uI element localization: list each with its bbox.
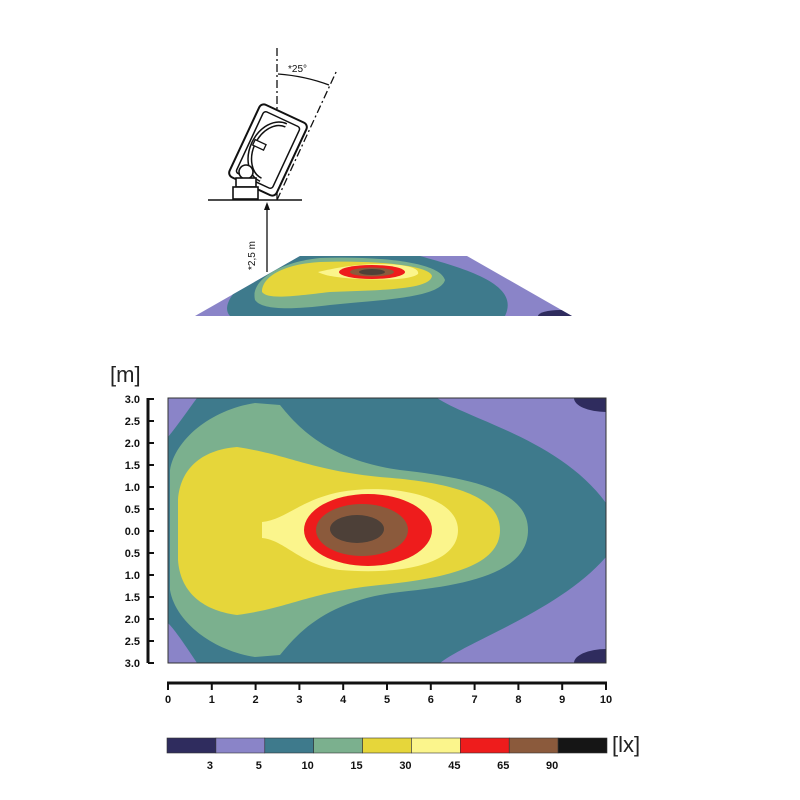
y-tick-label: 0.0 <box>125 526 140 538</box>
x-tick-label: 5 <box>384 694 390 706</box>
legend-threshold-label: 3 <box>207 760 213 772</box>
legend-threshold-label: 10 <box>302 760 314 772</box>
legend-swatch <box>362 737 412 754</box>
level-below-3-top <box>574 398 606 412</box>
x-tick-label: 4 <box>340 694 347 706</box>
legend-swatch <box>508 737 559 754</box>
x-axis: 0 1 2 3 4 5 6 7 8 9 10 <box>165 681 612 706</box>
y-tick-label: 1.5 <box>125 592 140 604</box>
x-tick-label: 3 <box>296 694 302 706</box>
legend-swatch <box>264 737 314 754</box>
legend-threshold-label: 5 <box>256 760 262 772</box>
legend-swatch <box>460 737 510 754</box>
lamp-illustration: *25° *2,5 m <box>208 48 338 272</box>
color-legend: [lx] 3 5 10 15 30 45 65 90 <box>166 732 640 772</box>
legend-threshold-label: 30 <box>399 760 411 772</box>
y-tick-label: 0.5 <box>125 504 140 516</box>
lamp-base <box>232 186 259 200</box>
y-tick-label: 3.0 <box>125 658 140 670</box>
level-below-3-bottom <box>574 649 606 663</box>
legend-threshold-label: 45 <box>448 760 460 772</box>
plot-border <box>167 397 607 664</box>
x-tick-label: 8 <box>515 694 521 706</box>
tilt-axis-line <box>276 69 338 201</box>
level-peak <box>330 515 384 543</box>
x-tick-label: 9 <box>559 694 565 706</box>
height-arrow-head <box>264 202 270 210</box>
lamp-bracket <box>235 177 257 188</box>
legend-unit: [lx] <box>612 732 640 757</box>
legend-swatch <box>557 737 608 754</box>
x-tick-label: 7 <box>472 694 478 706</box>
y-unit-label: [m] <box>110 362 141 387</box>
lamp-pivot <box>238 164 254 180</box>
y-tick-label: 2.0 <box>125 438 140 450</box>
x-tick-label: 6 <box>428 694 434 706</box>
angle-label: *25° <box>288 64 307 75</box>
y-tick-label: 3.0 <box>125 394 140 406</box>
x-tick-label: 1 <box>209 694 215 706</box>
legend-swatch <box>166 737 217 754</box>
y-tick-label: 2.0 <box>125 614 140 626</box>
x-tick-label: 2 <box>253 694 259 706</box>
legend-swatch <box>411 737 461 754</box>
y-tick-label: 1.5 <box>125 460 140 472</box>
angle-arc <box>277 73 330 86</box>
contour-plot <box>168 398 606 663</box>
height-label: *2,5 m <box>247 241 258 270</box>
x-tick-label: 0 <box>165 694 171 706</box>
y-axis: 3.0 2.5 2.0 1.5 1.0 0.5 0.0 0.5 1.0 1.5 2.0 2.5 3.0 <box>125 394 154 670</box>
legend-swatch <box>215 737 266 754</box>
legend-threshold-label: 15 <box>350 760 362 772</box>
legend-swatch <box>313 737 363 754</box>
legend-threshold-label: 90 <box>546 760 558 772</box>
y-tick-label: 2.5 <box>125 636 140 648</box>
y-tick-label: 1.0 <box>125 482 140 494</box>
legend-threshold-label: 65 <box>497 760 509 772</box>
y-tick-label: 1.0 <box>125 570 140 582</box>
y-tick-label: 0.5 <box>125 548 140 560</box>
x-tick-label: 10 <box>600 694 612 706</box>
y-tick-label: 2.5 <box>125 416 140 428</box>
